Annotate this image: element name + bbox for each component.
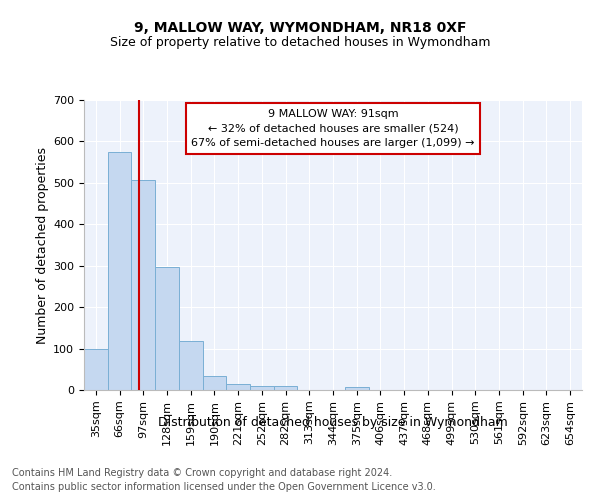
Bar: [131, 180, 155, 390]
Bar: [203, 376, 226, 390]
Y-axis label: Number of detached properties: Number of detached properties: [36, 146, 49, 344]
Bar: [250, 386, 274, 390]
Bar: [179, 341, 203, 390]
Text: Size of property relative to detached houses in Wymondham: Size of property relative to detached ho…: [110, 36, 490, 49]
Bar: [84, 348, 108, 390]
Text: Contains public sector information licensed under the Open Government Licence v3: Contains public sector information licen…: [12, 482, 436, 492]
Bar: [155, 266, 179, 390]
Text: Distribution of detached houses by size in Wymondham: Distribution of detached houses by size …: [158, 416, 508, 429]
Text: Contains HM Land Registry data © Crown copyright and database right 2024.: Contains HM Land Registry data © Crown c…: [12, 468, 392, 477]
Bar: [274, 386, 298, 390]
Bar: [345, 386, 368, 390]
Text: 9, MALLOW WAY, WYMONDHAM, NR18 0XF: 9, MALLOW WAY, WYMONDHAM, NR18 0XF: [134, 20, 466, 34]
Bar: [226, 384, 250, 390]
Bar: [108, 152, 131, 390]
Text: 9 MALLOW WAY: 91sqm
← 32% of detached houses are smaller (524)
67% of semi-detac: 9 MALLOW WAY: 91sqm ← 32% of detached ho…: [191, 108, 475, 148]
